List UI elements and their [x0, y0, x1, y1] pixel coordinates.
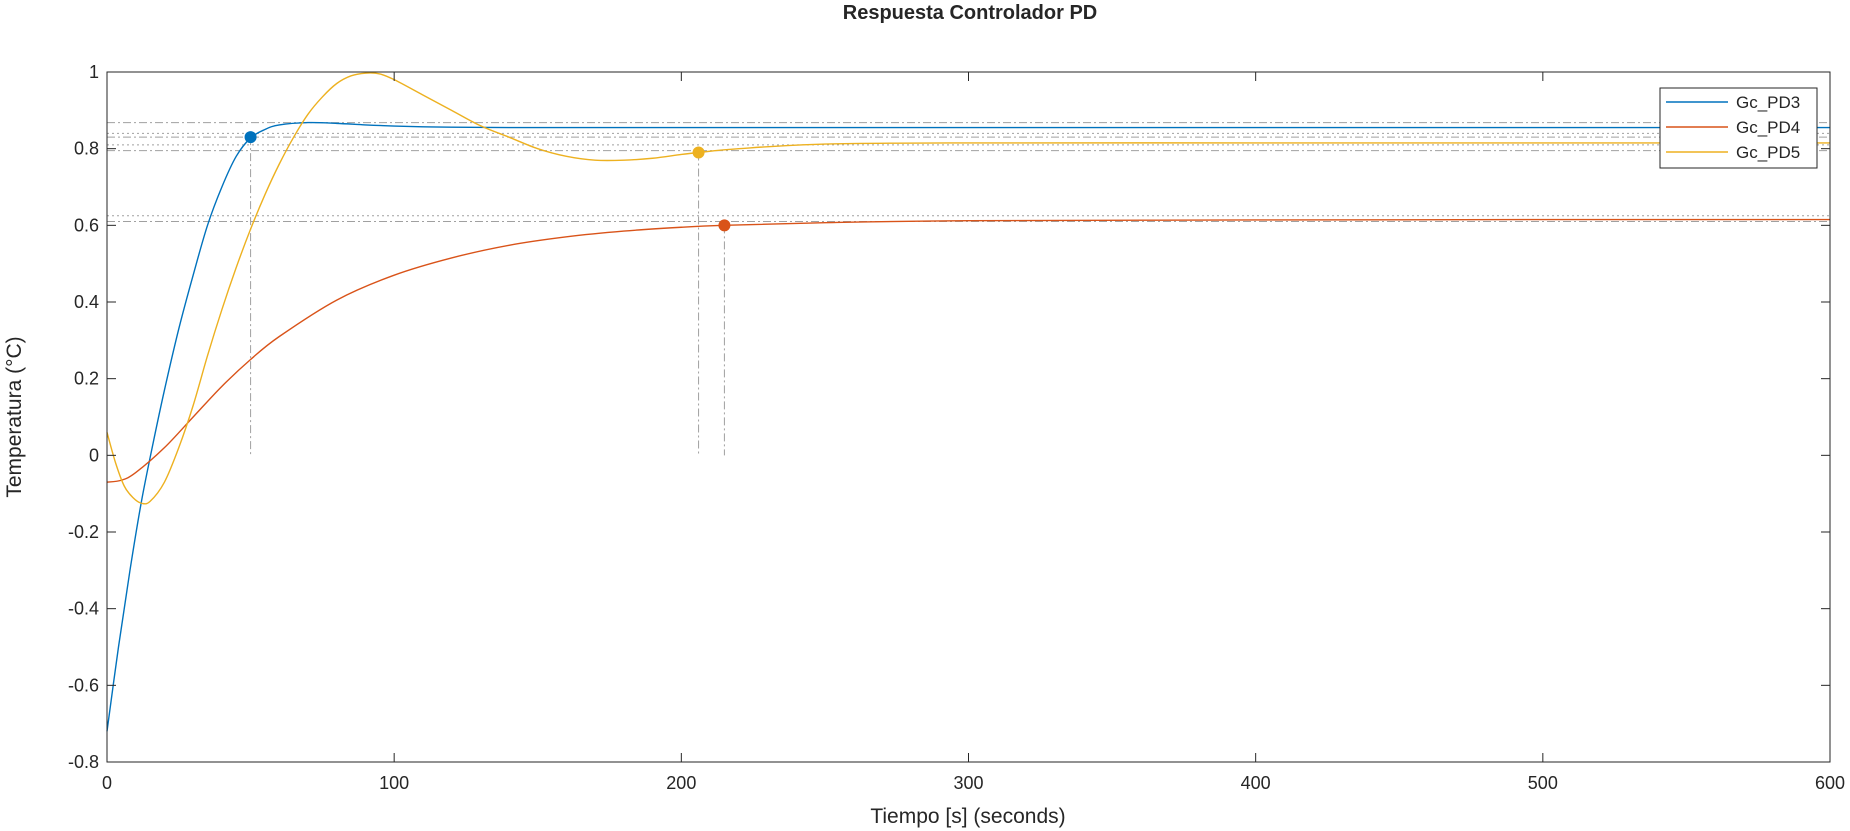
y-tick-label: 1: [89, 62, 99, 82]
x-tick-label: 0: [102, 773, 112, 793]
plot-area: [107, 72, 1830, 762]
series-line-gc-pd5: [106, 72, 1830, 505]
series-lines: [106, 72, 1831, 732]
legend-label: Gc_PD4: [1736, 118, 1800, 137]
y-tick-label: 0.2: [74, 369, 99, 389]
marker-gc-pd5: [692, 146, 705, 159]
y-tick-label: -0.2: [68, 522, 99, 542]
reference-lines: [107, 122, 1830, 456]
y-tick-label: -0.4: [68, 599, 99, 619]
y-tick-label: -0.6: [68, 675, 99, 695]
y-tick-label: 0.6: [74, 215, 99, 235]
legend-label: Gc_PD5: [1736, 143, 1800, 162]
y-axis-label: Temperatura (°C): [3, 336, 26, 497]
x-tick-label: 600: [1815, 773, 1845, 793]
y-tick-label: 0.8: [74, 139, 99, 159]
x-ticks: 0 100 200 300 400 500 600: [102, 72, 1845, 793]
marker-gc-pd4: [718, 219, 731, 232]
x-axis-label: Tiempo [s] (seconds): [870, 805, 1065, 828]
chart-title: Respuesta Controlador PD: [843, 2, 1097, 24]
marker-gc-pd3: [244, 131, 257, 144]
x-tick-label: 100: [379, 773, 409, 793]
x-tick-label: 400: [1241, 773, 1271, 793]
series-markers: [244, 131, 731, 232]
y-ticks: -0.8 -0.6 -0.4 -0.2 0 0.2 0.4 0.6 0.8 1: [68, 62, 1830, 772]
y-tick-label: -0.8: [68, 752, 99, 772]
x-tick-label: 200: [666, 773, 696, 793]
x-tick-label: 300: [953, 773, 983, 793]
legend: Gc_PD3 Gc_PD4 Gc_PD5: [1659, 87, 1818, 169]
series-line-gc-pd3: [106, 121, 1830, 732]
y-tick-label: 0.4: [74, 292, 99, 312]
series-line-gc-pd4: [106, 218, 1831, 483]
y-tick-label: 0: [89, 445, 99, 465]
legend-label: Gc_PD3: [1736, 93, 1800, 112]
x-tick-label: 500: [1528, 773, 1558, 793]
